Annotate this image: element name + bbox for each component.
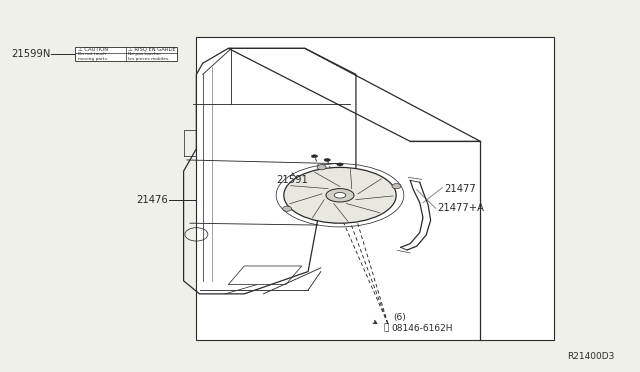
Ellipse shape <box>311 155 317 158</box>
Text: 08146-6162H: 08146-6162H <box>391 324 452 333</box>
Text: 21477: 21477 <box>444 184 476 194</box>
Text: ⚠ RISQ EN GARDE: ⚠ RISQ EN GARDE <box>128 46 176 52</box>
Ellipse shape <box>334 193 346 198</box>
Bar <box>196 37 554 340</box>
Text: (6): (6) <box>393 313 406 322</box>
FancyBboxPatch shape <box>75 46 177 61</box>
Text: Do not touch
moving parts.: Do not touch moving parts. <box>78 52 108 61</box>
Text: ⚠ CAUTION: ⚠ CAUTION <box>78 46 108 52</box>
Text: Ne pas toucher
les pieces mobiles.: Ne pas toucher les pieces mobiles. <box>128 52 170 61</box>
Circle shape <box>392 184 401 189</box>
Text: Ⓑ: Ⓑ <box>383 324 388 333</box>
Circle shape <box>317 165 326 170</box>
Ellipse shape <box>337 163 343 166</box>
Circle shape <box>283 206 292 211</box>
Text: 21476: 21476 <box>136 195 168 205</box>
Ellipse shape <box>284 167 396 223</box>
Text: R21400D3: R21400D3 <box>567 352 614 361</box>
Text: 21477+A: 21477+A <box>438 203 484 213</box>
Ellipse shape <box>324 158 330 161</box>
Ellipse shape <box>326 189 354 202</box>
Text: 21599N: 21599N <box>11 49 50 59</box>
Text: 21591: 21591 <box>276 175 308 185</box>
